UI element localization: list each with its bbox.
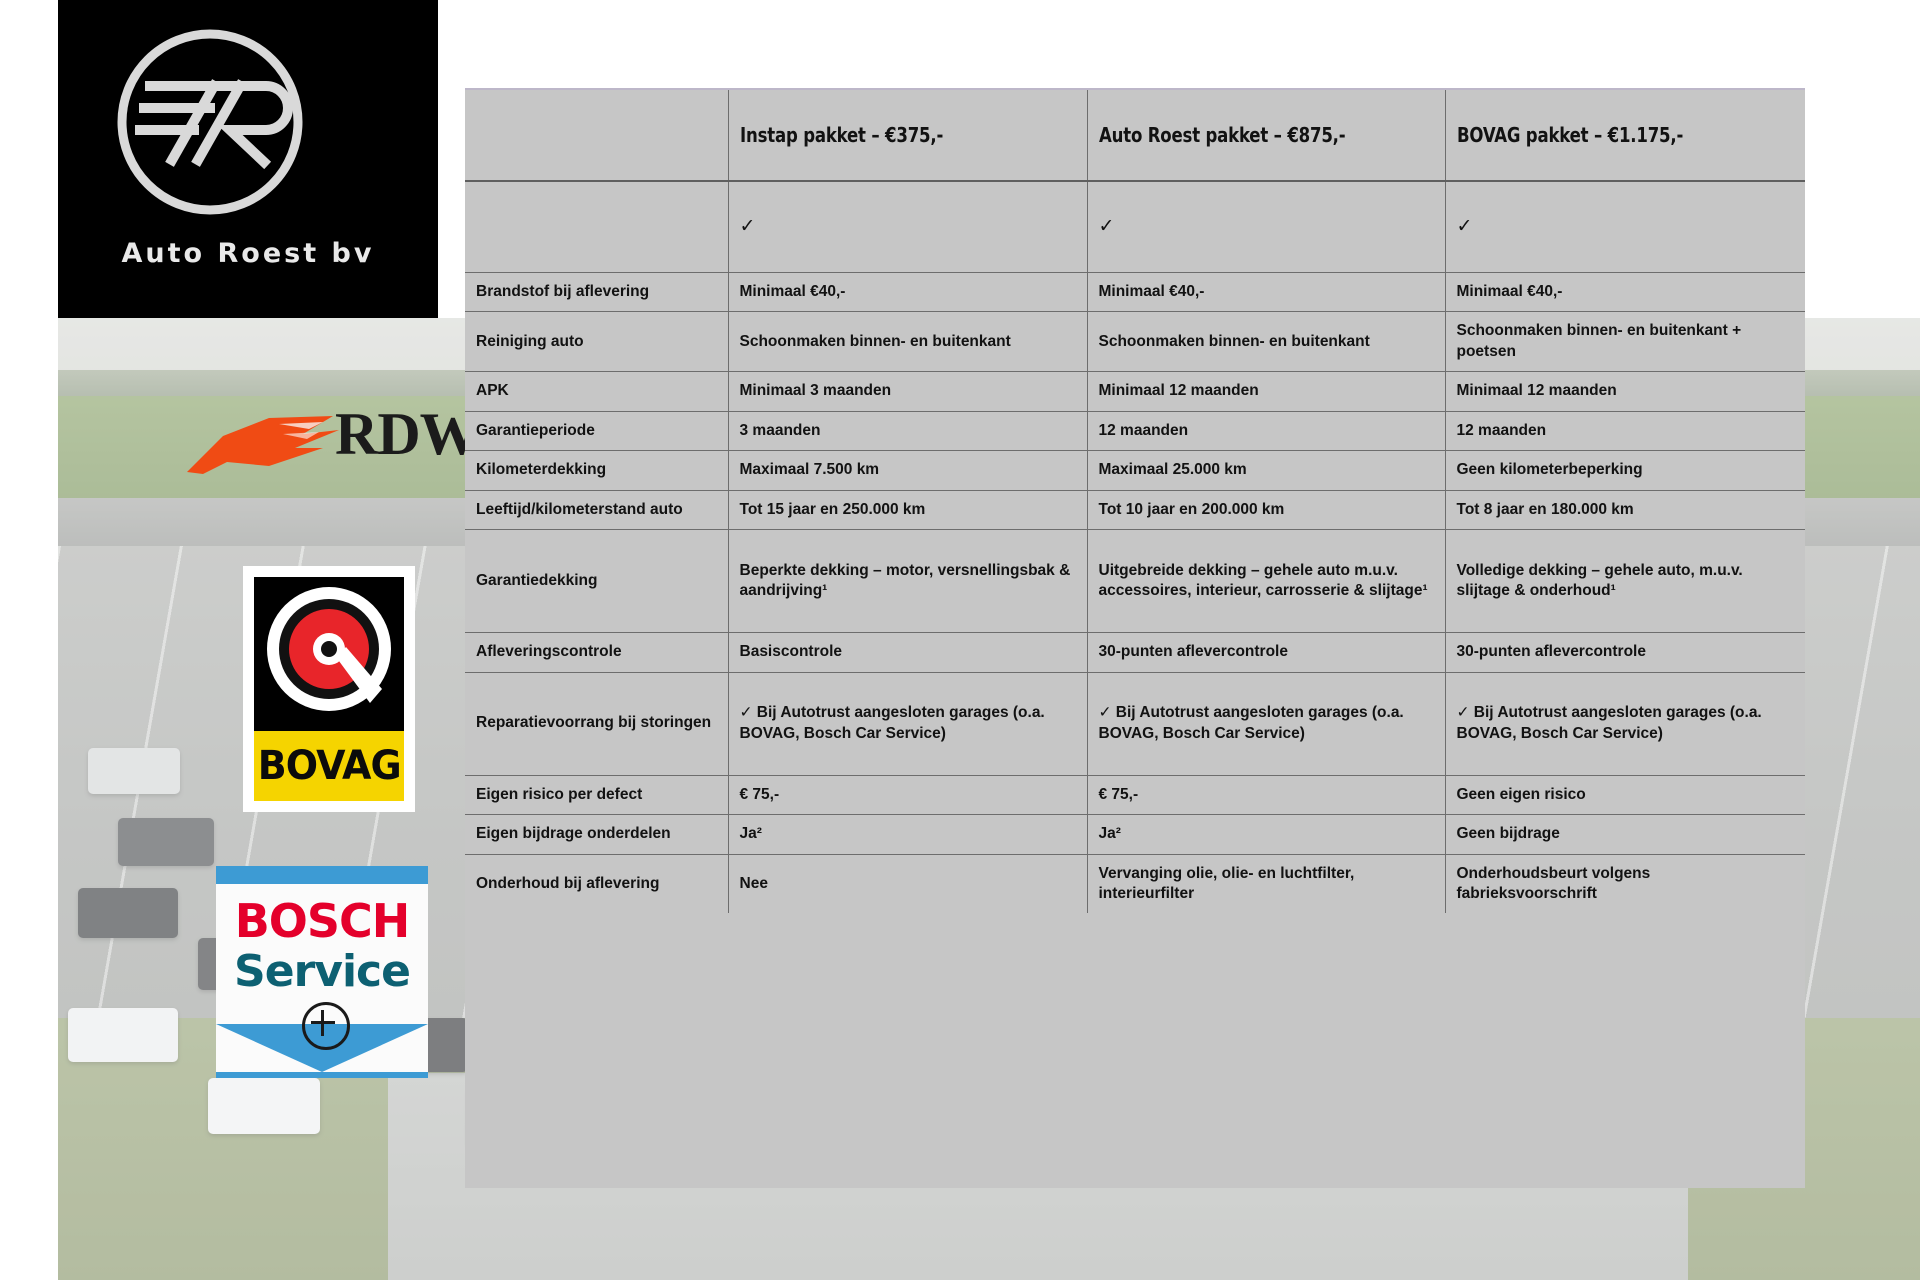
- cell-bovag: 12 maanden: [1445, 411, 1805, 452]
- photo-car: [88, 748, 180, 794]
- cell-bovag: ✓ Bij Autotrust aangesloten garages (o.a…: [1445, 672, 1805, 776]
- table-row: Leeftijd/kilometerstand auto Tot 15 jaar…: [465, 490, 1805, 531]
- cell-instap: Schoonmaken binnen- en buitenkant: [728, 311, 1088, 373]
- table-row: Garantieperiode 3 maanden 12 maanden 12 …: [465, 411, 1805, 452]
- bovag-wordmark: BOVAG: [257, 743, 402, 789]
- row-label: Leeftijd/kilometerstand auto: [465, 490, 729, 531]
- table-row: APK Minimaal 3 maanden Minimaal 12 maand…: [465, 371, 1805, 412]
- row-label: Onderhoud bij aflevering: [465, 854, 729, 914]
- rdw-badge: RDW: [183, 400, 480, 495]
- bosch-service-badge: BOSCH Service: [216, 866, 428, 1078]
- brand-panel: Auto Roest bv: [58, 0, 438, 318]
- cell-auto-roest: € 75,-: [1087, 775, 1446, 816]
- header-label-bovag: BOVAG pakket – €1.175,-: [1456, 122, 1683, 147]
- photo-car: [68, 1008, 178, 1062]
- row-label: Eigen risico per defect: [465, 775, 729, 816]
- cell-bovag: Volledige dekking – gehele auto, m.u.v. …: [1445, 529, 1805, 634]
- table-row: Brandstof bij aflevering Minimaal €40,- …: [465, 272, 1805, 313]
- cell-bovag: Minimaal 12 maanden: [1445, 371, 1805, 412]
- brand-caption: Auto Roest bv: [121, 238, 375, 269]
- row-label: Garantieperiode: [465, 411, 729, 452]
- cell-instap: Beperkte dekking – motor, versnellingsba…: [728, 529, 1088, 634]
- header-cell-blank: [465, 90, 729, 182]
- comparison-grid: Instap pakket – €375,- Auto Roest pakket…: [465, 90, 1805, 914]
- photo-car: [118, 818, 214, 866]
- cell-auto-roest: 30-punten aflevercontrole: [1087, 632, 1446, 673]
- cell-bovag: Schoonmaken binnen- en buitenkant + poet…: [1445, 311, 1805, 373]
- auto-roest-logo-icon: [110, 22, 310, 222]
- row-label: Kilometerdekking: [465, 450, 729, 491]
- bovag-badge: BOVAG: [243, 566, 415, 812]
- table-header-row: Instap pakket – €375,- Auto Roest pakket…: [465, 90, 1805, 182]
- row-label: Afleveringscontrole: [465, 632, 729, 673]
- table-row: Reiniging auto Schoonmaken binnen- en bu…: [465, 311, 1805, 373]
- cell-instap: ✓ Bij Autotrust aangesloten garages (o.a…: [728, 672, 1088, 776]
- cell-auto-roest: Tot 10 jaar en 200.000 km: [1087, 490, 1446, 531]
- cell-auto-roest: 12 maanden: [1087, 411, 1446, 452]
- row-label: Reiniging auto: [465, 311, 729, 373]
- cell-auto-roest: Vervanging olie, olie- en luchtfilter, i…: [1087, 854, 1446, 914]
- header-cell-instap: Instap pakket – €375,-: [728, 90, 1088, 182]
- cell-auto-roest: Ja²: [1087, 814, 1446, 855]
- row-label: APK: [465, 371, 729, 412]
- row-label: Eigen bijdrage onderdelen: [465, 814, 729, 855]
- cell-bovag: 30-punten aflevercontrole: [1445, 632, 1805, 673]
- bovag-wordmark-band: BOVAG: [254, 731, 404, 801]
- header-label-auto-roest: Auto Roest pakket – €875,-: [1098, 122, 1346, 147]
- bosch-wordmark: BOSCH: [234, 894, 411, 948]
- cell-bovag: Tot 8 jaar en 180.000 km: [1445, 490, 1805, 531]
- cell-bovag: Geen eigen risico: [1445, 775, 1805, 816]
- bovag-emblem-icon: [254, 577, 404, 731]
- cell-instap: Tot 15 jaar en 250.000 km: [728, 490, 1088, 531]
- header-cell-bovag: BOVAG pakket – €1.175,-: [1445, 90, 1805, 182]
- bosch-armature-icon: [302, 1002, 350, 1050]
- cell-instap: Basiscontrole: [728, 632, 1088, 673]
- row-label: Garantiedekking: [465, 529, 729, 634]
- page-stage: Auto Roest bv RDW: [58, 0, 1920, 1280]
- table-row: Onderhoud bij aflevering Nee Vervanging …: [465, 854, 1805, 914]
- cell-auto-roest: Minimaal €40,-: [1087, 272, 1446, 313]
- cell-bovag: Geen kilometerbeperking: [1445, 450, 1805, 491]
- table-row: Eigen bijdrage onderdelen Ja² Ja² Geen b…: [465, 814, 1805, 855]
- bosch-white-field: [216, 884, 428, 1024]
- check-bovag: ✓: [1445, 181, 1805, 273]
- cell-auto-roest: Minimaal 12 maanden: [1087, 371, 1446, 412]
- table-row: Kilometerdekking Maximaal 7.500 km Maxim…: [465, 450, 1805, 491]
- check-auto-roest: ✓: [1087, 181, 1446, 273]
- cell-bovag: Minimaal €40,-: [1445, 272, 1805, 313]
- cell-instap: 3 maanden: [728, 411, 1088, 452]
- rdw-wing-icon: [183, 414, 343, 476]
- cell-instap: Maximaal 7.500 km: [728, 450, 1088, 491]
- table-row-check: ✓ ✓ ✓: [465, 181, 1805, 273]
- header-cell-auto-roest: Auto Roest pakket – €875,-: [1087, 90, 1446, 182]
- check-instap: ✓: [728, 181, 1088, 273]
- row-label: Reparatievoorrang bij storingen: [465, 672, 729, 776]
- rdw-wordmark: RDW: [335, 401, 480, 467]
- table-row: Garantiedekking Beperkte dekking – motor…: [465, 529, 1805, 634]
- table-row: Afleveringscontrole Basiscontrole 30-pun…: [465, 632, 1805, 673]
- cell-bovag: Geen bijdrage: [1445, 814, 1805, 855]
- cell-auto-roest: Maximaal 25.000 km: [1087, 450, 1446, 491]
- cell-instap: Nee: [728, 854, 1088, 914]
- cell-instap: € 75,-: [728, 775, 1088, 816]
- photo-car: [208, 1078, 320, 1134]
- table-row: Reparatievoorrang bij storingen ✓ Bij Au…: [465, 672, 1805, 776]
- package-comparison-table: Instap pakket – €375,- Auto Roest pakket…: [465, 88, 1805, 1188]
- cell-bovag: Onderhoudsbeurt volgens fabrieksvoorschr…: [1456, 864, 1651, 902]
- photo-car: [78, 888, 178, 938]
- bovag-inner: BOVAG: [254, 577, 404, 801]
- cell-auto-roest: ✓ Bij Autotrust aangesloten garages (o.a…: [1087, 672, 1446, 776]
- table-row: Eigen risico per defect € 75,- € 75,- Ge…: [465, 775, 1805, 816]
- row-label-check: [465, 181, 729, 273]
- row-label: Brandstof bij aflevering: [465, 272, 729, 313]
- cell-instap: Minimaal €40,-: [728, 272, 1088, 313]
- cell-instap: Minimaal 3 maanden: [728, 371, 1088, 412]
- cell-auto-roest: Uitgebreide dekking – gehele auto m.u.v.…: [1087, 529, 1446, 634]
- bosch-service-wordmark: Service: [234, 946, 411, 997]
- cell-auto-roest: Schoonmaken binnen- en buitenkant: [1087, 311, 1446, 373]
- cell-instap: Ja²: [728, 814, 1088, 855]
- header-label-instap: Instap pakket – €375,-: [739, 122, 943, 147]
